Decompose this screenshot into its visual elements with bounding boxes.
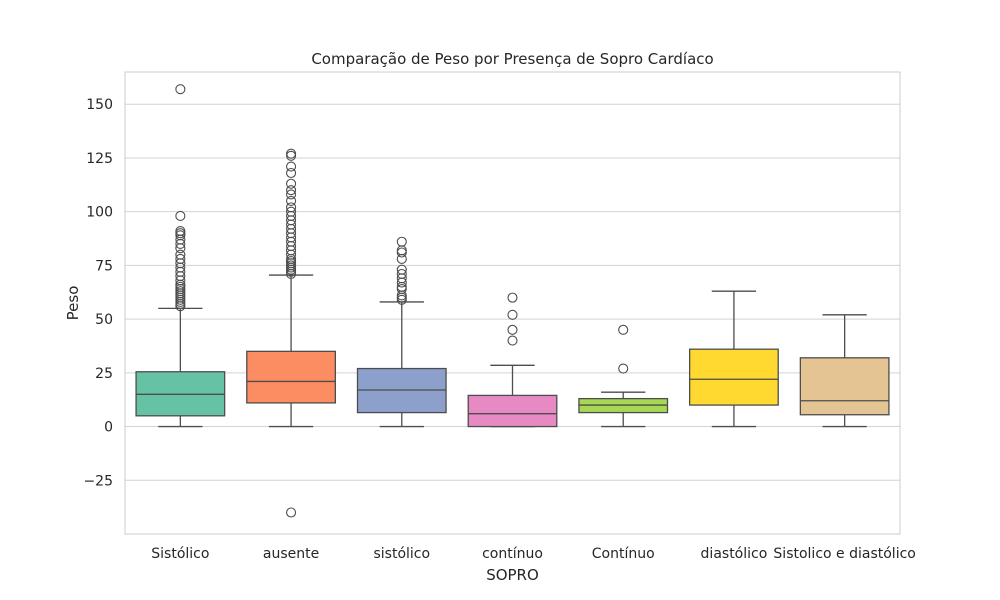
- x-tick-label: Sistolico e diastólico: [773, 546, 915, 562]
- outlier-point: [507, 335, 518, 346]
- box: [246, 350, 337, 404]
- outlier-point: [507, 309, 518, 320]
- chart-title: Comparação de Peso por Presença de Sopro…: [311, 50, 713, 68]
- outlier-point: [286, 150, 297, 161]
- outlier-point: [286, 195, 297, 206]
- outlier-point: [286, 189, 297, 200]
- x-tick-label: diastólico: [701, 546, 768, 562]
- outlier-point: [175, 243, 186, 254]
- y-tick-label: 125: [86, 151, 113, 167]
- y-tick-label: 100: [86, 205, 113, 221]
- y-tick-label: 25: [95, 366, 113, 382]
- x-tick-label: ausente: [263, 546, 319, 562]
- y-axis-label: Peso: [64, 286, 82, 321]
- boxes: [135, 84, 890, 518]
- y-tick-label: 50: [95, 312, 113, 328]
- box-group: [467, 292, 558, 428]
- y-ticks: −25 0 25 50 75 100 125 150: [83, 97, 113, 489]
- outlier-point: [396, 294, 407, 305]
- outlier-point: [396, 253, 407, 264]
- box: [467, 394, 558, 428]
- outlier-point: [396, 277, 407, 288]
- outlier-point: [286, 178, 297, 189]
- y-tick-label: −25: [83, 473, 113, 489]
- x-tick-label: Sistólico: [151, 546, 209, 562]
- x-tick-label: contínuo: [482, 546, 543, 562]
- box-group: [578, 324, 669, 428]
- outlier-point: [286, 268, 297, 280]
- outlier-point: [507, 324, 518, 335]
- x-tick-label: Contínuo: [592, 546, 655, 562]
- x-ticks: Sistólico ausente sistólico contínuo Contínu…: [151, 546, 916, 562]
- box-group: [688, 290, 779, 428]
- outlier-point: [286, 161, 297, 172]
- outlier-point: [618, 363, 629, 374]
- box-group: [246, 148, 337, 518]
- plot-frame: [124, 71, 901, 535]
- box-group: [135, 84, 226, 428]
- outlier-point: [286, 167, 297, 179]
- y-tick-label: 150: [86, 97, 113, 113]
- outlier-point: [175, 238, 186, 249]
- y-tick-label: 0: [104, 420, 113, 436]
- box: [688, 348, 779, 406]
- x-axis-label: SOPRO: [486, 566, 539, 584]
- outlier-point: [175, 301, 186, 312]
- box-group: [356, 236, 447, 428]
- box-group: [799, 314, 890, 428]
- outlier-point: [286, 507, 297, 518]
- y-tick-label: 75: [95, 258, 113, 274]
- outlier-point: [618, 324, 629, 335]
- x-tick-label: sistólico: [373, 546, 430, 562]
- outlier-point: [175, 84, 186, 95]
- outlier-point: [286, 185, 297, 196]
- outlier-point: [396, 247, 407, 258]
- outlier-point: [175, 210, 186, 222]
- box: [799, 357, 890, 416]
- outlier-point: [507, 292, 518, 303]
